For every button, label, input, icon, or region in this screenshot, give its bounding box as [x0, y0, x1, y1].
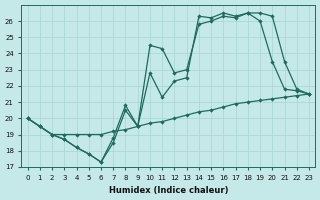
X-axis label: Humidex (Indice chaleur): Humidex (Indice chaleur) — [108, 186, 228, 195]
